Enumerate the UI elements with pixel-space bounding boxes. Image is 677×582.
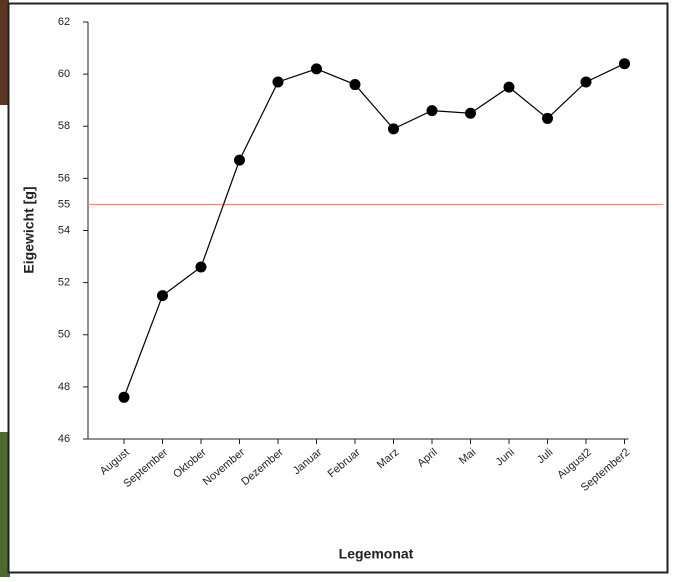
x-axis-title: Legemonat	[339, 546, 414, 562]
data-line	[123, 63, 625, 398]
data-point	[503, 81, 515, 93]
data-point	[195, 261, 207, 273]
y-tick-label: 62	[58, 16, 70, 28]
y-tick-label: 60	[58, 68, 70, 80]
data-point	[157, 290, 168, 302]
data-point	[388, 123, 399, 135]
reference-line-label: 55	[58, 198, 70, 210]
y-tick-label: 46	[58, 433, 70, 445]
data-point	[118, 391, 130, 403]
y-tick-label: 48	[58, 381, 70, 393]
data-point	[234, 154, 245, 166]
background-photo	[0, 432, 10, 577]
data-point	[426, 105, 438, 117]
y-tick-label: 50	[58, 329, 70, 341]
y-tick-label: 58	[58, 120, 70, 132]
y-tick-label: 54	[58, 224, 70, 236]
data-point	[580, 76, 592, 88]
data-point	[311, 63, 322, 75]
y-tick-label: 52	[58, 277, 70, 289]
y-tick-label: 56	[58, 172, 70, 184]
data-point	[272, 76, 284, 88]
data-point	[465, 107, 476, 119]
y-axis-title: Eigewicht [g]	[21, 186, 37, 273]
data-point	[349, 79, 361, 91]
data-point	[542, 112, 553, 124]
chart-frame	[7, 2, 669, 574]
data-point	[619, 58, 630, 70]
background-photo	[0, 0, 9, 105]
